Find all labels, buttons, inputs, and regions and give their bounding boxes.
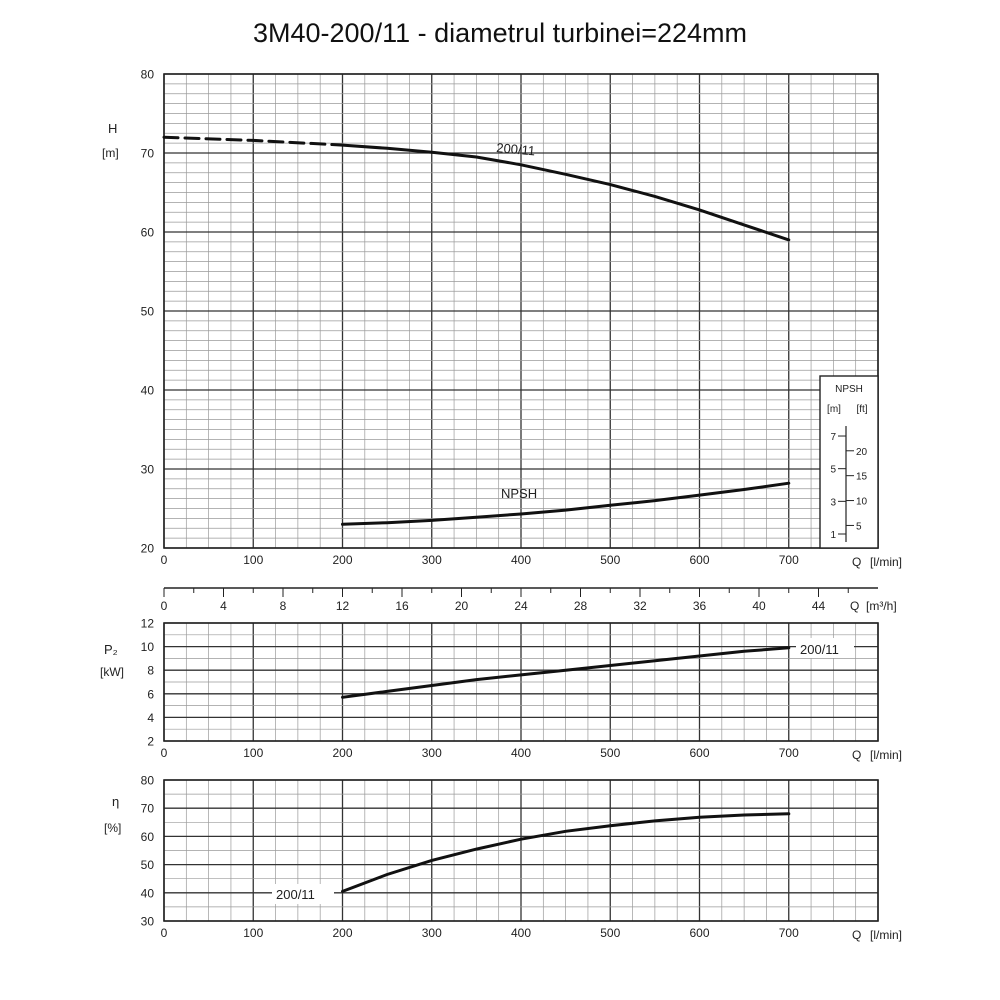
series-label-npsh: NPSH <box>501 486 537 501</box>
x-tick-label: 300 <box>422 553 442 567</box>
y-tick-label: 50 <box>141 858 155 872</box>
series-label-head: 200/11 <box>496 140 536 158</box>
secondary-x-tick-label: 44 <box>812 599 826 613</box>
y-tick-label: 8 <box>147 664 154 678</box>
y-tick-label: 50 <box>141 305 155 319</box>
x-tick-label: 500 <box>600 553 620 567</box>
y-tick-label: 4 <box>147 711 154 725</box>
x-tick-label: 400 <box>511 553 531 567</box>
y-axis-label: η <box>112 794 119 809</box>
head-curve <box>341 143 791 242</box>
x-tick-label: 100 <box>243 746 263 760</box>
secondary-x-tick-label: 12 <box>336 599 350 613</box>
x-axis-label: Q <box>852 748 861 762</box>
x-tick-label: 200 <box>332 553 352 567</box>
y-tick-label: 60 <box>141 226 155 240</box>
secondary-x-tick-label: 16 <box>395 599 409 613</box>
y-tick-label: 30 <box>141 463 155 477</box>
x-tick-label: 100 <box>243 926 263 940</box>
x-tick-label: 400 <box>511 926 531 940</box>
x-axis-unit: [l/min] <box>870 555 902 569</box>
series-label-bg <box>796 638 854 658</box>
x-tick-label: 0 <box>161 746 168 760</box>
x-tick-label: 200 <box>332 926 352 940</box>
efficiency-curve <box>341 812 791 893</box>
secondary-x-tick-label: 20 <box>455 599 469 613</box>
plot-frame <box>163 779 879 922</box>
series-label-power: 200/11 <box>800 642 839 657</box>
y-tick-label: 60 <box>141 830 155 844</box>
secondary-x-tick-label: 40 <box>752 599 766 613</box>
y-tick-label: 80 <box>141 68 155 82</box>
x-tick-label: 600 <box>689 553 709 567</box>
npsh-ft-tick-label: 20 <box>856 447 868 458</box>
npsh-scale-unit-ft: [ft] <box>856 404 867 415</box>
series-label-efficiency: 200/11 <box>276 887 315 902</box>
x-tick-label: 700 <box>779 926 799 940</box>
y-tick-label: 10 <box>141 640 155 654</box>
secondary-x-tick-label: 0 <box>161 599 168 613</box>
secondary-x-tick-label: 32 <box>633 599 647 613</box>
x-tick-label: 700 <box>779 553 799 567</box>
y-tick-label: 70 <box>141 147 155 161</box>
y-tick-label: 20 <box>141 542 155 556</box>
x-tick-label: 500 <box>600 746 620 760</box>
x-tick-label: 300 <box>422 746 442 760</box>
secondary-x-axis-unit: [m³/h] <box>866 599 897 613</box>
x-tick-label: 0 <box>161 553 168 567</box>
npsh-m-tick-label: 5 <box>830 465 836 476</box>
secondary-x-tick-label: 36 <box>693 599 707 613</box>
y-tick-label: 70 <box>141 802 155 816</box>
y-tick-label: 12 <box>141 617 155 631</box>
y-tick-label: 40 <box>141 384 155 398</box>
x-tick-label: 400 <box>511 746 531 760</box>
x-tick-label: 200 <box>332 746 352 760</box>
plot-frame <box>163 73 879 549</box>
series-label-bg <box>272 884 334 904</box>
npsh-ft-tick-label: 15 <box>856 472 868 483</box>
x-axis-unit: [l/min] <box>870 748 902 762</box>
x-tick-label: 500 <box>600 926 620 940</box>
npsh-m-tick-label: 3 <box>830 497 836 508</box>
npsh-m-tick-label: 1 <box>830 530 836 541</box>
y-axis-unit: [kW] <box>100 665 124 679</box>
secondary-x-tick-label: 4 <box>220 599 227 613</box>
x-axis-label: Q <box>852 928 861 942</box>
x-tick-label: 0 <box>161 926 168 940</box>
head-curve-extrapolated <box>162 135 344 147</box>
secondary-x-tick-label: 24 <box>514 599 528 613</box>
x-tick-label: 600 <box>689 926 709 940</box>
x-tick-label: 600 <box>689 746 709 760</box>
y-axis-label: H <box>108 121 117 136</box>
x-axis-label: Q <box>852 555 861 569</box>
y-tick-label: 80 <box>141 774 155 788</box>
y-tick-label: 6 <box>147 687 154 701</box>
chart-title: 3M40-200/11 - diametrul turbinei=224mm <box>252 18 747 48</box>
npsh-m-tick-label: 7 <box>830 432 836 443</box>
y-axis-unit: [%] <box>104 821 121 835</box>
x-tick-label: 300 <box>422 926 442 940</box>
y-axis-unit: [m] <box>102 146 119 160</box>
npsh-ft-tick-label: 5 <box>856 521 862 532</box>
npsh-ft-tick-label: 10 <box>856 497 868 508</box>
power-curve <box>341 646 791 699</box>
x-tick-label: 700 <box>779 746 799 760</box>
y-tick-label: 30 <box>141 915 155 929</box>
npsh-scale-unit-m: [m] <box>827 404 841 415</box>
npsh-scale-box <box>819 375 879 549</box>
y-tick-label: 40 <box>141 886 155 900</box>
x-tick-label: 100 <box>243 553 263 567</box>
y-tick-label: 2 <box>147 735 154 749</box>
secondary-x-axis-label: Q <box>850 599 859 613</box>
npsh-curve <box>341 481 791 526</box>
x-axis-unit: [l/min] <box>870 928 902 942</box>
secondary-x-tick-label: 8 <box>280 599 287 613</box>
secondary-x-tick-label: 28 <box>574 599 588 613</box>
npsh-scale-header: NPSH <box>835 384 863 395</box>
plot-frame <box>163 622 879 742</box>
y-axis-label: P₂ <box>104 642 118 657</box>
